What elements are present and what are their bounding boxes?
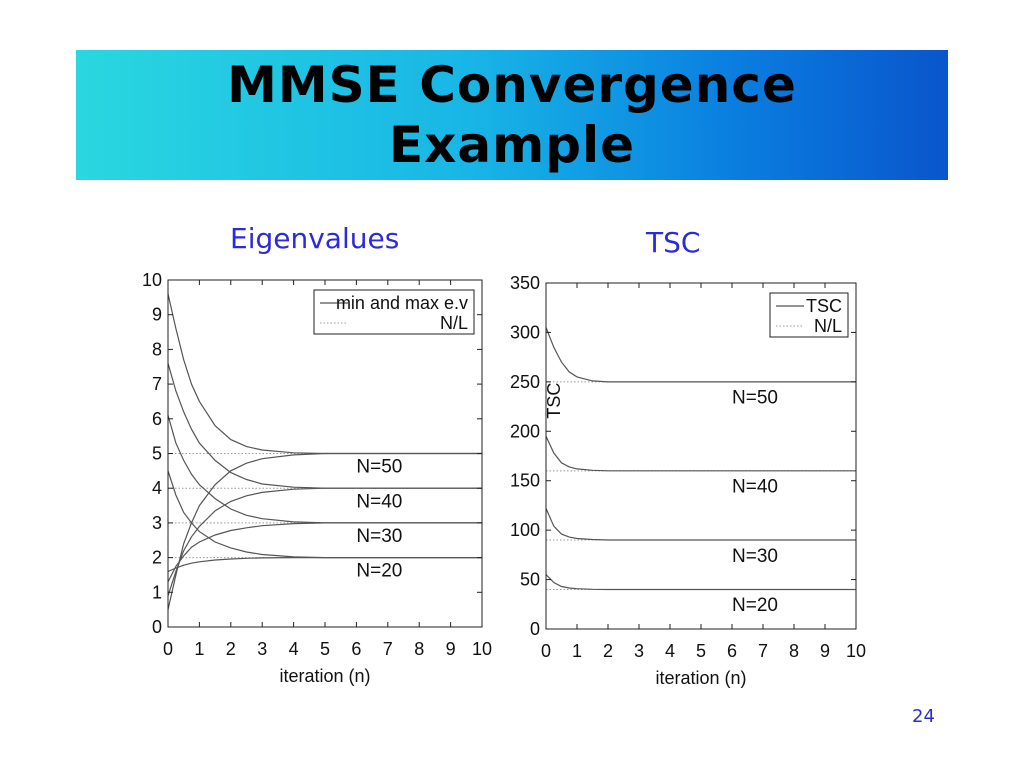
y-tick-label: 8 xyxy=(152,339,162,359)
series-line-n20-6 xyxy=(167,470,482,559)
slide-title-line-2: Example xyxy=(388,116,636,174)
x-tick-label: 10 xyxy=(846,641,866,661)
x-tick-label: 8 xyxy=(789,641,799,661)
x-tick-label: 3 xyxy=(634,641,644,661)
annotation-n40: N=40 xyxy=(356,491,402,512)
y-axis-label: TSC xyxy=(544,383,564,419)
annotation-n50: N=50 xyxy=(732,388,778,409)
x-tick-label: 10 xyxy=(472,639,492,659)
eigenvalues-chart-title: Eigenvalues xyxy=(230,222,400,255)
y-tick-label: 2 xyxy=(152,548,162,568)
annotation-n20: N=20 xyxy=(356,561,402,582)
series-line-n50-0 xyxy=(545,327,856,383)
x-tick-label: 2 xyxy=(226,639,236,659)
slide-title-line-1: MMSE Convergence xyxy=(227,56,797,114)
annotation-n30: N=30 xyxy=(356,526,402,547)
series-line-n30-5 xyxy=(167,522,482,583)
x-tick-label: 5 xyxy=(696,641,706,661)
x-tick-label: 5 xyxy=(320,639,330,659)
legend-label-curve: min and max e.v xyxy=(336,293,468,313)
series-line-n40-1 xyxy=(545,435,856,472)
y-tick-label: 300 xyxy=(510,322,540,342)
eigenvalues-chart: 0 1 2 3 4 5 6 7 8 9 10 0 1 2 3 4 5 6 7 8 9 10 iteration (n) min… xyxy=(142,270,492,686)
x-tick-label: 1 xyxy=(572,641,582,661)
legend-box xyxy=(769,292,849,338)
annotation-n30: N=30 xyxy=(732,546,778,567)
x-tick-label: 4 xyxy=(665,641,675,661)
title-banner: MMSE Convergence Example xyxy=(76,50,948,180)
x-tick-label: 7 xyxy=(383,639,393,659)
x-tick-label: 9 xyxy=(446,639,456,659)
x-tick-label: 6 xyxy=(727,641,737,661)
x-tick-label: 8 xyxy=(414,639,424,659)
x-tick-label: 0 xyxy=(541,641,551,661)
x-tick-label: 6 xyxy=(351,639,361,659)
y-tick-label: 4 xyxy=(152,478,162,498)
y-tick-label: 250 xyxy=(510,372,540,392)
x-axis-label: iteration (n) xyxy=(279,666,370,686)
legend-label-curve: TSC xyxy=(806,296,842,316)
y-tick-label: 100 xyxy=(510,520,540,540)
x-tick-label: 7 xyxy=(758,641,768,661)
series-line-n40-3 xyxy=(167,487,482,596)
annotation-n50: N=50 xyxy=(356,457,402,478)
legend-box xyxy=(313,289,475,335)
y-tick-label: 10 xyxy=(142,270,162,290)
series-line-n30-2 xyxy=(545,508,856,541)
y-tick-label: 1 xyxy=(152,582,162,602)
x-tick-label: 0 xyxy=(163,639,173,659)
y-tick-label: 50 xyxy=(520,570,540,590)
series-line-n20-7 xyxy=(167,557,482,573)
annotation-n40: N=40 xyxy=(732,477,778,498)
x-tick-label: 1 xyxy=(194,639,204,659)
y-tick-label: 6 xyxy=(152,409,162,429)
y-tick-label: 200 xyxy=(510,421,540,441)
series-line-n50-1 xyxy=(167,452,482,610)
series-line-n20-3 xyxy=(545,574,856,591)
x-tick-label: 4 xyxy=(289,639,299,659)
y-tick-label: 5 xyxy=(152,444,162,464)
annotation-n20: N=20 xyxy=(732,595,778,616)
legend-label-reference: N/L xyxy=(814,316,842,336)
tsc-chart-title: TSC xyxy=(646,226,701,259)
y-tick-label: 9 xyxy=(152,305,162,325)
y-tick-label: 0 xyxy=(530,619,540,639)
series-line-n30-4 xyxy=(167,415,482,524)
y-tick-label: 3 xyxy=(152,513,162,533)
y-tick-label: 150 xyxy=(510,471,540,491)
page-number: 24 xyxy=(912,706,935,727)
y-tick-label: 7 xyxy=(152,374,162,394)
tsc-chart: 0 1 2 3 4 5 6 7 8 9 10050100150200250300350iterati… xyxy=(510,273,866,688)
x-tick-label: 3 xyxy=(257,639,267,659)
y-tick-label: 350 xyxy=(510,273,540,293)
x-axis-label: iteration (n) xyxy=(655,668,746,688)
x-tick-label: 9 xyxy=(820,641,830,661)
y-tick-label: 0 xyxy=(152,617,162,637)
legend-label-reference: N/L xyxy=(440,313,468,333)
x-tick-label: 2 xyxy=(603,641,613,661)
